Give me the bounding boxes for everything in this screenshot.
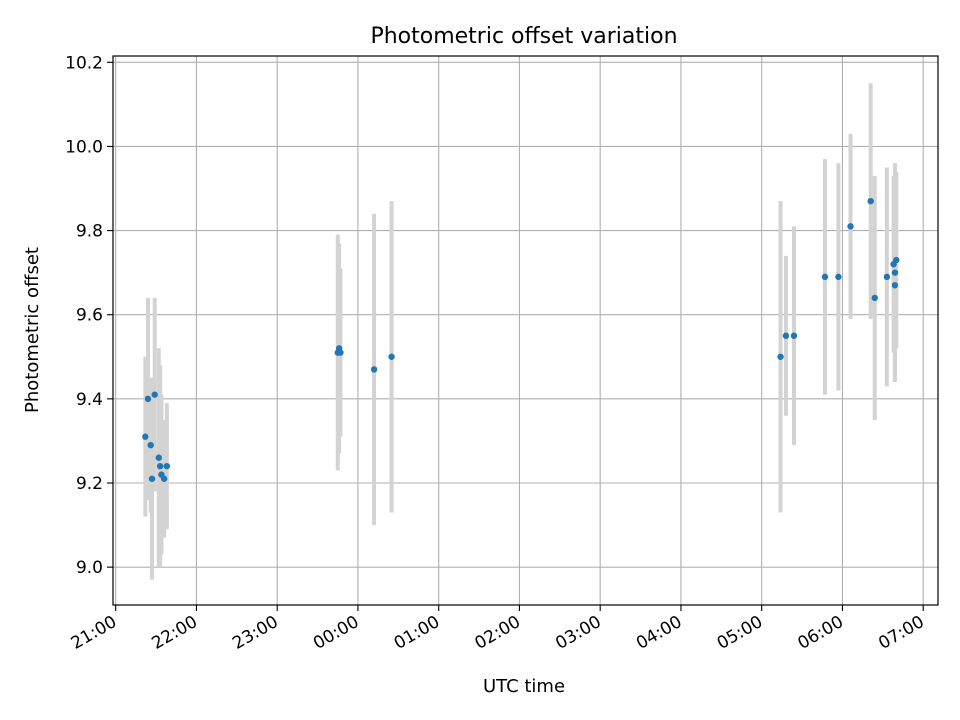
y-tick-label: 9.0 <box>76 558 103 578</box>
data-point <box>777 353 784 360</box>
data-point <box>891 269 899 276</box>
data-point <box>782 332 790 339</box>
y-tick-label: 9.2 <box>76 474 103 494</box>
data-point <box>148 475 156 482</box>
y-tick-label: 9.6 <box>76 306 103 326</box>
y-tick-label: 10.0 <box>65 137 103 157</box>
data-point <box>147 441 154 449</box>
data-point <box>142 433 149 440</box>
y-tick-label: 10.2 <box>65 53 103 73</box>
data-point <box>893 256 900 264</box>
data-point <box>821 273 829 281</box>
data-point <box>790 332 798 339</box>
data-point <box>163 462 171 470</box>
data-point <box>847 223 854 230</box>
y-axis-label: Photometric offset <box>22 247 43 413</box>
data-point <box>370 366 378 373</box>
data-point <box>388 353 395 360</box>
y-tick-label: 9.8 <box>76 222 103 242</box>
data-point <box>155 454 162 461</box>
data-point <box>144 395 152 403</box>
data-point <box>835 273 842 281</box>
data-point <box>871 294 878 302</box>
data-point <box>867 197 874 205</box>
data-point <box>156 462 164 470</box>
data-points <box>142 197 900 482</box>
axes-frame <box>112 55 939 606</box>
data-point <box>151 391 158 398</box>
data-point <box>337 349 344 356</box>
y-tick-label: 9.4 <box>76 390 103 410</box>
data-point <box>160 475 168 482</box>
data-point <box>883 273 891 281</box>
chart-title: Photometric offset variation <box>370 24 677 49</box>
grid <box>113 56 938 605</box>
x-axis-label: UTC time <box>483 676 565 697</box>
data-point <box>891 282 899 289</box>
